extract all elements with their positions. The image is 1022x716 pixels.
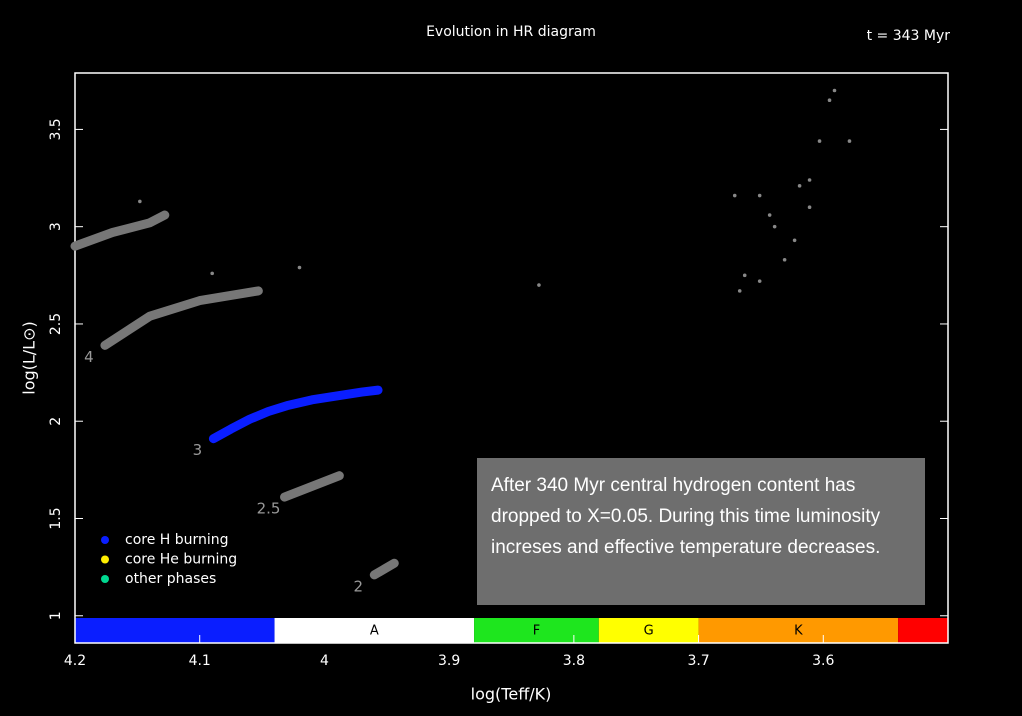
legend-marker [101, 536, 109, 544]
track [280, 471, 344, 502]
x-tick-label: 3.7 [687, 653, 709, 669]
x-tick-label: 3.6 [812, 653, 834, 669]
spectral-band [274, 618, 475, 643]
legend-label: core He burning [125, 552, 237, 568]
model-point [807, 205, 812, 210]
model-point [772, 224, 777, 229]
y-tick-label: 3 [48, 222, 64, 231]
model-point [782, 257, 787, 262]
y-tick-label: 1.5 [48, 507, 64, 529]
model-point [297, 265, 302, 270]
track [369, 558, 399, 580]
model-point [792, 238, 797, 243]
y-axis-label: log(L/L⊙) [20, 321, 39, 395]
y-tick-label: 2.5 [48, 313, 64, 335]
model-point [817, 139, 822, 143]
spectral-label: F [533, 624, 540, 639]
model-point [847, 139, 852, 143]
model-point [832, 88, 837, 93]
annotation-box: After 340 Myr central hydrogen content h… [477, 458, 925, 605]
y-tick-label: 2 [48, 417, 64, 426]
spectral-label: K [794, 624, 803, 639]
x-axis-label: log(Teff/K) [471, 685, 552, 704]
model-point [742, 273, 747, 278]
spectral-band [474, 618, 599, 643]
legend-marker [101, 575, 109, 583]
spectral-label: G [644, 624, 654, 639]
chart-title: Evolution in HR diagram [426, 24, 596, 40]
spectral-band [75, 618, 275, 643]
time-label: t = 343 Myr [867, 28, 951, 44]
model-point [537, 283, 541, 287]
plot-frame [74, 72, 949, 644]
x-tick-label: 3.8 [563, 653, 585, 669]
model-point [737, 289, 742, 293]
model-point [732, 193, 737, 198]
spectral-label: A [370, 624, 379, 639]
x-tick-label: 4.2 [64, 653, 86, 669]
track [70, 210, 170, 251]
mass-label: 2.5 [257, 500, 281, 518]
track [208, 385, 383, 444]
spectral-band [898, 618, 948, 643]
legend-marker [101, 555, 109, 564]
y-tick-label: 3.5 [48, 118, 64, 140]
model-point [797, 184, 802, 188]
x-tick-label: 4 [320, 653, 329, 669]
mass-label: 3 [193, 441, 203, 459]
model-point [138, 199, 142, 204]
spectral-band [598, 618, 699, 643]
model-point [210, 271, 214, 276]
legend-label: other phases [125, 571, 216, 587]
spectral-band [698, 618, 899, 643]
model-point [757, 193, 762, 198]
mass-label: 2 [354, 577, 364, 595]
mass-label: 4 [84, 348, 94, 366]
model-point [807, 178, 812, 182]
model-point [757, 279, 762, 283]
legend-label: core H burning [125, 532, 229, 548]
x-tick-label: 3.9 [438, 653, 460, 669]
x-tick-label: 4.1 [189, 653, 211, 669]
model-point [767, 213, 772, 217]
track [100, 286, 263, 350]
model-point [827, 98, 832, 103]
y-tick-label: 1 [48, 611, 64, 620]
